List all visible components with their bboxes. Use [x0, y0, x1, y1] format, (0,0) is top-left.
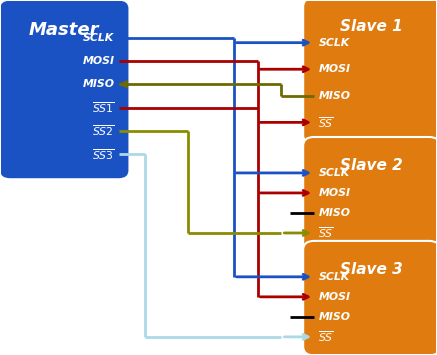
Text: MISO: MISO — [319, 91, 350, 101]
Text: SCLK: SCLK — [83, 33, 114, 43]
Text: MOSI: MOSI — [319, 292, 350, 302]
Text: MISO: MISO — [319, 208, 350, 218]
Text: SCLK: SCLK — [319, 168, 350, 178]
Text: $\overline{SS}$: $\overline{SS}$ — [319, 226, 334, 240]
Text: Slave 1: Slave 1 — [340, 19, 403, 34]
Text: $\overline{SS2}$: $\overline{SS2}$ — [92, 124, 114, 138]
Text: MOSI: MOSI — [319, 188, 350, 198]
Text: SCLK: SCLK — [319, 38, 350, 48]
FancyBboxPatch shape — [303, 241, 437, 355]
Text: $\overline{SS}$: $\overline{SS}$ — [319, 329, 334, 344]
Text: SCLK: SCLK — [319, 272, 350, 282]
Text: $\overline{SS3}$: $\overline{SS3}$ — [92, 147, 114, 162]
Text: Slave 2: Slave 2 — [340, 158, 403, 173]
Text: $\overline{SS}$: $\overline{SS}$ — [319, 115, 334, 130]
FancyBboxPatch shape — [0, 0, 129, 179]
Text: MOSI: MOSI — [82, 56, 114, 66]
FancyBboxPatch shape — [303, 0, 437, 144]
FancyBboxPatch shape — [303, 137, 437, 251]
Text: MOSI: MOSI — [319, 64, 350, 74]
Text: Master: Master — [29, 21, 100, 39]
Text: MISO: MISO — [82, 79, 114, 89]
Text: $\overline{SS1}$: $\overline{SS1}$ — [92, 100, 114, 115]
Text: Slave 3: Slave 3 — [340, 262, 403, 277]
Text: MISO: MISO — [319, 312, 350, 322]
